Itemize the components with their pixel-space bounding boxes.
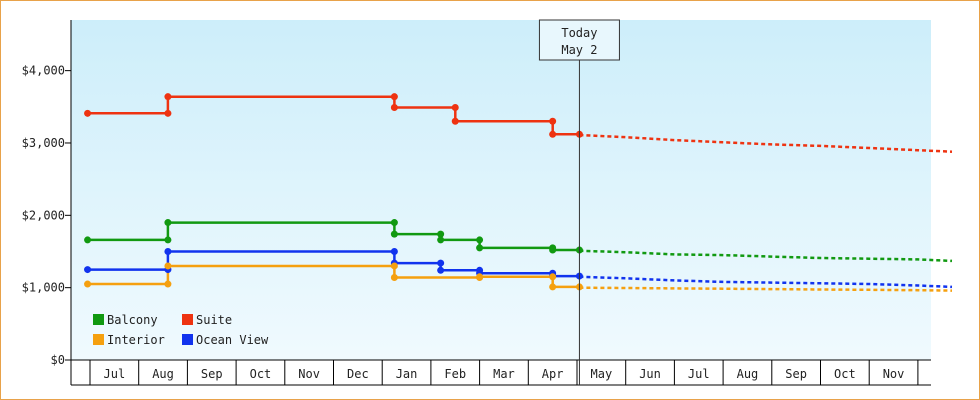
data-point bbox=[164, 219, 172, 227]
plot-area bbox=[71, 20, 931, 360]
data-point bbox=[390, 247, 398, 255]
data-point bbox=[84, 236, 92, 244]
data-point bbox=[476, 236, 484, 244]
series-line-suite bbox=[87, 95, 580, 136]
x-tick-label: Sep bbox=[201, 367, 223, 381]
legend-label: Ocean View bbox=[196, 333, 269, 347]
x-tick-label: Dec bbox=[347, 367, 369, 381]
x-tick-label: Sep bbox=[785, 367, 807, 381]
x-tick-label: Oct bbox=[834, 367, 856, 381]
data-point bbox=[84, 280, 92, 288]
forecast-line-balcony bbox=[579, 249, 953, 263]
legend-label: Suite bbox=[196, 313, 232, 327]
data-point bbox=[451, 104, 459, 112]
data-point bbox=[390, 230, 398, 238]
data-point bbox=[164, 262, 172, 270]
data-point bbox=[437, 230, 445, 238]
data-point bbox=[390, 104, 398, 112]
data-point bbox=[437, 266, 445, 274]
x-tick-label: Jul bbox=[688, 367, 710, 381]
data-point bbox=[476, 273, 484, 281]
x-tick-label: Nov bbox=[298, 367, 320, 381]
x-tick-label: Oct bbox=[250, 367, 272, 381]
forecast-line-suite bbox=[579, 133, 953, 153]
data-point bbox=[549, 246, 557, 254]
data-point bbox=[164, 93, 172, 101]
y-tick-label: $2,000 bbox=[22, 208, 65, 222]
x-tick-label: Apr bbox=[542, 367, 564, 381]
legend-label: Balcony bbox=[107, 313, 158, 327]
data-point bbox=[84, 266, 92, 274]
data-point bbox=[437, 236, 445, 244]
today-label: Today bbox=[561, 26, 597, 40]
x-tick-label: Nov bbox=[883, 367, 905, 381]
x-tick-label: Aug bbox=[737, 367, 759, 381]
x-tick-label: Jun bbox=[639, 367, 661, 381]
data-point bbox=[164, 280, 172, 288]
legend-swatch bbox=[93, 314, 104, 325]
y-tick-label: $3,000 bbox=[22, 136, 65, 150]
data-point bbox=[164, 236, 172, 244]
x-tick-label: Jan bbox=[396, 367, 418, 381]
series-line-interior bbox=[87, 264, 580, 289]
legend-swatch bbox=[182, 334, 193, 345]
data-point bbox=[549, 130, 557, 138]
forecast-line-interior bbox=[579, 286, 953, 292]
data-point bbox=[451, 117, 459, 125]
data-point bbox=[390, 274, 398, 282]
data-point bbox=[390, 262, 398, 270]
data-point bbox=[549, 283, 557, 291]
x-tick-label: Feb bbox=[444, 367, 466, 381]
data-point bbox=[476, 244, 484, 252]
y-tick-label: $0 bbox=[51, 353, 65, 367]
data-point bbox=[549, 273, 557, 281]
data-point bbox=[390, 93, 398, 101]
legend-label: Interior bbox=[107, 333, 165, 347]
data-point bbox=[549, 117, 557, 125]
data-point bbox=[437, 259, 445, 267]
data-point bbox=[164, 109, 172, 117]
x-tick-label: Mar bbox=[493, 367, 515, 381]
x-tick-label: Jul bbox=[104, 367, 126, 381]
data-point bbox=[84, 109, 92, 117]
data-point bbox=[164, 247, 172, 255]
legend-swatch bbox=[182, 314, 193, 325]
legend-swatch bbox=[93, 334, 104, 345]
forecast-line-ocean-view bbox=[579, 275, 953, 289]
today-box bbox=[538, 19, 620, 61]
today-date: May 2 bbox=[561, 43, 597, 57]
data-point bbox=[390, 219, 398, 227]
x-tick-label: Aug bbox=[152, 367, 174, 381]
x-tick-label: May bbox=[591, 367, 613, 381]
y-tick-label: $1,000 bbox=[22, 281, 65, 295]
y-tick-label: $4,000 bbox=[22, 64, 65, 78]
